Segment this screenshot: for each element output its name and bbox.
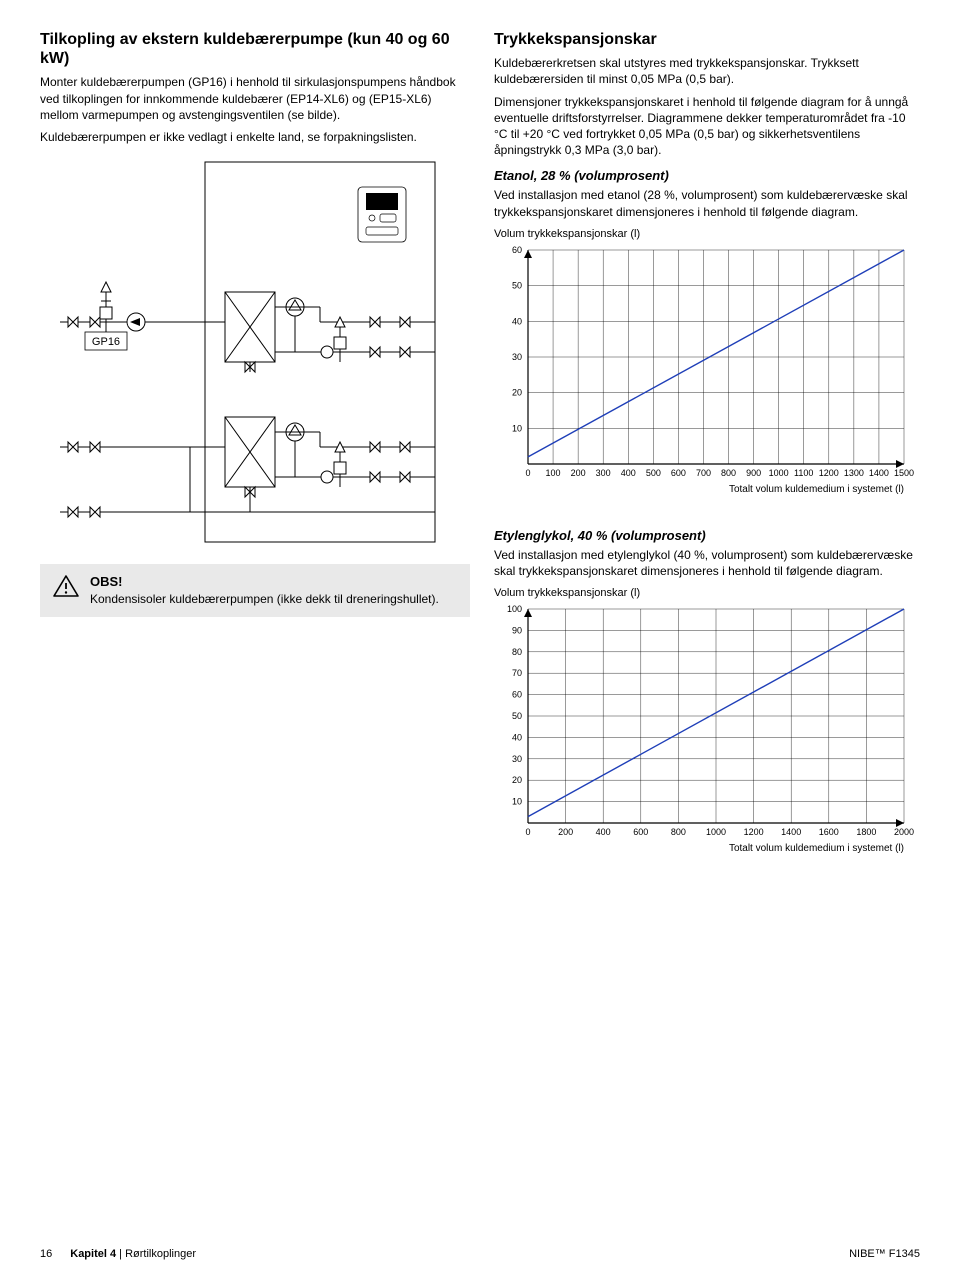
svg-text:400: 400 bbox=[596, 827, 611, 837]
svg-text:500: 500 bbox=[646, 468, 661, 478]
svg-text:1800: 1800 bbox=[856, 827, 876, 837]
page-footer: 16 Kapitel 4 | Rørtilkoplinger NIBE™ F13… bbox=[40, 1248, 920, 1260]
page-number: 16 bbox=[40, 1248, 52, 1260]
svg-text:40: 40 bbox=[512, 316, 522, 326]
svg-text:1400: 1400 bbox=[781, 827, 801, 837]
svg-text:10: 10 bbox=[512, 423, 522, 433]
svg-text:300: 300 bbox=[596, 468, 611, 478]
chapter-title: Rørtilkoplinger bbox=[125, 1248, 196, 1260]
svg-text:0: 0 bbox=[525, 468, 530, 478]
svg-text:Totalt volum kuldemedium i sys: Totalt volum kuldemedium i systemet (l) bbox=[729, 484, 904, 495]
svg-text:50: 50 bbox=[512, 711, 522, 721]
svg-text:!: ! bbox=[339, 339, 342, 350]
svg-text:1200: 1200 bbox=[744, 827, 764, 837]
warning-icon bbox=[52, 574, 80, 598]
etylen-heading: Etylenglykol, 40 % (volumprosent) bbox=[494, 528, 920, 543]
svg-text:700: 700 bbox=[696, 468, 711, 478]
ep14-label: EP14 bbox=[235, 399, 265, 413]
etanol-y-caption: Volum trykkekspansjonskar (l) bbox=[494, 228, 920, 240]
svg-text:!: ! bbox=[339, 464, 342, 475]
svg-text:1100: 1100 bbox=[794, 468, 813, 478]
svg-text:10: 10 bbox=[512, 797, 522, 807]
svg-text:!: ! bbox=[105, 309, 108, 320]
obs-title: OBS! bbox=[90, 574, 439, 589]
svg-text:0: 0 bbox=[525, 827, 530, 837]
svg-text:2000: 2000 bbox=[894, 827, 914, 837]
svg-text:1400: 1400 bbox=[869, 468, 889, 478]
svg-text:30: 30 bbox=[512, 352, 522, 362]
svg-text:90: 90 bbox=[512, 625, 522, 635]
left-p2: Kuldebærerpumpen er ikke vedlagt i enkel… bbox=[40, 129, 470, 145]
svg-text:1300: 1300 bbox=[844, 468, 864, 478]
svg-text:30: 30 bbox=[512, 754, 522, 764]
obs-text: Kondensisoler kuldebærerpumpen (ikke dek… bbox=[90, 591, 439, 607]
svg-text:100: 100 bbox=[507, 604, 522, 614]
svg-text:400: 400 bbox=[621, 468, 636, 478]
svg-text:1000: 1000 bbox=[706, 827, 726, 837]
svg-text:200: 200 bbox=[571, 468, 586, 478]
svg-text:60: 60 bbox=[512, 690, 522, 700]
svg-text:800: 800 bbox=[671, 827, 686, 837]
svg-text:70: 70 bbox=[512, 668, 522, 678]
obs-callout: OBS! Kondensisoler kuldebærerpumpen (ikk… bbox=[40, 564, 470, 617]
ep15-label: EP15 bbox=[235, 274, 265, 288]
svg-text:60: 60 bbox=[512, 245, 522, 255]
etylen-chart: 1020304050607080901000200400600800100012… bbox=[494, 601, 914, 861]
gp16-label: GP16 bbox=[92, 336, 120, 348]
svg-text:600: 600 bbox=[633, 827, 648, 837]
svg-text:80: 80 bbox=[512, 647, 522, 657]
piping-diagram: GP16 ! bbox=[40, 157, 470, 550]
svg-text:1500: 1500 bbox=[894, 468, 914, 478]
svg-text:600: 600 bbox=[671, 468, 686, 478]
svg-text:20: 20 bbox=[512, 775, 522, 785]
svg-text:50: 50 bbox=[512, 280, 522, 290]
etanol-heading: Etanol, 28 % (volumprosent) bbox=[494, 168, 920, 183]
product-name: NIBE™ F1345 bbox=[849, 1248, 920, 1260]
svg-text:800: 800 bbox=[721, 468, 736, 478]
etanol-p: Ved installasjon med etanol (28 %, volum… bbox=[494, 187, 920, 219]
etylen-y-caption: Volum trykkekspansjonskar (l) bbox=[494, 587, 920, 599]
left-heading: Tilkopling av ekstern kuldebærerpumpe (k… bbox=[40, 30, 470, 68]
chapter-label: Kapitel 4 bbox=[70, 1248, 116, 1260]
right-p2: Dimensjoner trykkekspansjonskaret i henh… bbox=[494, 94, 920, 159]
right-p1: Kuldebærerkretsen skal utstyres med tryk… bbox=[494, 55, 920, 87]
right-heading: Trykkekspansjonskar bbox=[494, 30, 920, 49]
svg-text:20: 20 bbox=[512, 387, 522, 397]
svg-text:200: 200 bbox=[558, 827, 573, 837]
etanol-chart: 1020304050600100200300400500600700800900… bbox=[494, 242, 914, 502]
svg-text:1200: 1200 bbox=[819, 468, 839, 478]
svg-text:100: 100 bbox=[546, 468, 561, 478]
svg-text:1000: 1000 bbox=[769, 468, 789, 478]
svg-text:900: 900 bbox=[746, 468, 761, 478]
svg-text:Totalt volum kuldemedium i sys: Totalt volum kuldemedium i systemet (l) bbox=[729, 843, 904, 854]
left-p1: Monter kuldebærerpumpen (GP16) i henhold… bbox=[40, 74, 470, 123]
svg-text:1600: 1600 bbox=[819, 827, 839, 837]
svg-text:40: 40 bbox=[512, 732, 522, 742]
etylen-p: Ved installasjon med etylenglykol (40 %,… bbox=[494, 547, 920, 579]
